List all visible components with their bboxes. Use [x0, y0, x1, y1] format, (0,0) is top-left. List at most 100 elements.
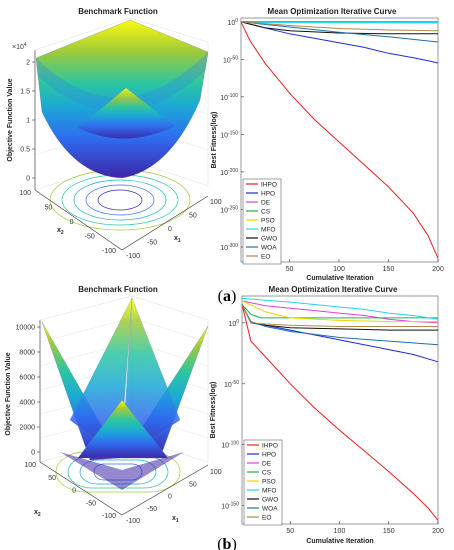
line-title-b: Mean Optimization Iterative Curve — [269, 285, 398, 294]
series-line-ihpo — [241, 304, 439, 521]
legend-b: IHPO HPO DE CS PSO MFO GWO WOA EO — [243, 439, 283, 526]
legend-label-mfo: MFO — [261, 226, 275, 233]
legend-label-ihpo: IHPO — [261, 181, 277, 188]
y-tick-label: 10-250 — [220, 205, 238, 214]
x2-tick-label: 100 — [24, 462, 36, 469]
x1-axis-label-b: x1 — [172, 515, 179, 524]
x-tick-label: 100 — [334, 528, 346, 535]
caption-b: (b) — [217, 536, 237, 550]
x-axis-label-b: Cumulative Iteration — [306, 538, 373, 545]
surface-base-b — [60, 452, 184, 490]
legend-label-de: DE — [261, 199, 271, 206]
x1-tick-label: 0 — [168, 494, 172, 501]
x-tick-label: 100 — [333, 266, 345, 273]
x1-tick-label: -100 — [126, 253, 140, 260]
x2-tick-label: -50 — [85, 234, 95, 241]
x2-tick-label: -50 — [86, 500, 96, 507]
series-line-hpo — [240, 21, 439, 64]
x1-ticks-a: -100 -50 0 50 100 — [126, 199, 222, 260]
z-tick-label: 10000 — [16, 325, 36, 332]
z-axis-label-a: Objective Function Value — [7, 78, 14, 161]
z-tick-label: 8000 — [19, 350, 35, 357]
z-tick-label: 0 — [26, 176, 30, 183]
x1-ticks-b: -100 -50 0 50 100 — [126, 469, 222, 525]
x2-tick-label: 0 — [72, 488, 76, 495]
x-ticks-a: 50 100 150 200 — [286, 259, 444, 273]
y-tick-label: 10-300 — [220, 243, 238, 252]
legend-label-pso: PSO — [262, 478, 276, 485]
surface-plot-a: Benchmark Function 00.511.52 × — [7, 7, 222, 260]
surface-front-peak-b — [77, 399, 169, 459]
z-tick-label: 2000 — [19, 425, 35, 432]
x-ticks-b: 50 100 150 200 — [286, 521, 444, 535]
series-line-cs — [241, 304, 438, 319]
x-tick-label: 150 — [383, 266, 395, 273]
x-tick-label: 200 — [432, 528, 444, 535]
z-ticks-a: 0 0.5 1 1.5 2 — [20, 60, 35, 183]
x2-tick-label: 50 — [48, 475, 56, 482]
x1-tick-label: 50 — [189, 481, 197, 488]
y-axis-label-b: Best Fitness(log) — [210, 382, 217, 439]
x2-tick-label: -100 — [102, 513, 116, 520]
legend-label-cs: CS — [261, 208, 271, 215]
series-group-a — [240, 21, 439, 259]
line-chart-a: Mean Optimization Iterative Curve 10010-… — [211, 7, 444, 282]
surface-fold-a — [36, 52, 208, 112]
x2-ticks-b: -100 -50 0 50 100 — [24, 462, 116, 520]
x2-tick-label: 0 — [70, 219, 74, 226]
y-tick-label: 10-100 — [220, 93, 238, 102]
z-tick-label: 1.5 — [20, 89, 30, 96]
legend-a: IHPO HPO DE CS PSO MFO GWO WOA EO — [242, 178, 282, 265]
z-axis-label-b: Objective Function Value — [5, 352, 12, 435]
x2-axis-label-b: x2 — [34, 509, 41, 518]
series-line-de — [241, 300, 439, 324]
z-tick-label: 0 — [31, 450, 35, 457]
caption-a: (a) — [218, 288, 237, 305]
x-tick-label: 50 — [286, 528, 294, 535]
y-tick-label: 10-150 — [220, 130, 238, 139]
y-tick-label: 100 — [227, 18, 238, 27]
z-tick-label: 0.5 — [20, 147, 30, 154]
y-tick-label: 10-50 — [223, 55, 238, 64]
legend-label-de: DE — [262, 460, 272, 467]
z-tick-label: 4000 — [19, 400, 35, 407]
x2-tick-label: -100 — [102, 248, 116, 255]
x2-axis-label-a: x2 — [57, 227, 64, 236]
x1-tick-label: -50 — [147, 240, 157, 247]
legend-label-gwo: GWO — [261, 235, 277, 242]
x2-tick-label: 100 — [19, 190, 31, 197]
legend-label-cs: CS — [262, 469, 272, 476]
z-multiplier-a: ×104 — [12, 42, 27, 51]
legend-label-woa: WOA — [262, 505, 278, 512]
legend-label-pso: PSO — [261, 217, 275, 224]
surface-title-b: Benchmark Function — [78, 285, 158, 294]
z-ticks-b: 0 2000 4000 6000 8000 10000 — [16, 325, 40, 457]
y-tick-label: 100 — [228, 319, 239, 328]
z-tick-label: 1 — [26, 118, 30, 125]
surface-title-a: Benchmark Function — [78, 7, 158, 16]
x2-ticks-a: -100 -50 0 50 100 — [19, 190, 116, 255]
series-line-eo — [240, 21, 439, 32]
x-tick-label: 200 — [432, 266, 444, 273]
x-tick-label: 50 — [286, 266, 294, 273]
legend-label-gwo: GWO — [262, 496, 278, 503]
z-tick-label: 2 — [26, 60, 30, 67]
x1-tick-label: 100 — [210, 469, 222, 476]
legend-label-ihpo: IHPO — [262, 442, 278, 449]
y-tick-label: 10-150 — [221, 502, 239, 511]
x1-tick-label: 50 — [189, 213, 197, 220]
series-line-ihpo — [240, 21, 439, 259]
line-title-a: Mean Optimization Iterative Curve — [268, 7, 397, 16]
x-tick-label: 150 — [383, 528, 395, 535]
y-tick-label: 10-50 — [224, 380, 239, 389]
x2-tick-label: 50 — [44, 205, 52, 212]
x1-tick-label: 100 — [210, 199, 222, 206]
series-line-gwo — [240, 21, 438, 35]
series-line-eo — [241, 304, 438, 327]
legend-label-eo: EO — [262, 514, 271, 521]
series-line-pso — [241, 300, 438, 323]
legend-label-woa: WOA — [261, 244, 277, 251]
y-axis-label-a: Best Fitness(log) — [211, 112, 218, 169]
